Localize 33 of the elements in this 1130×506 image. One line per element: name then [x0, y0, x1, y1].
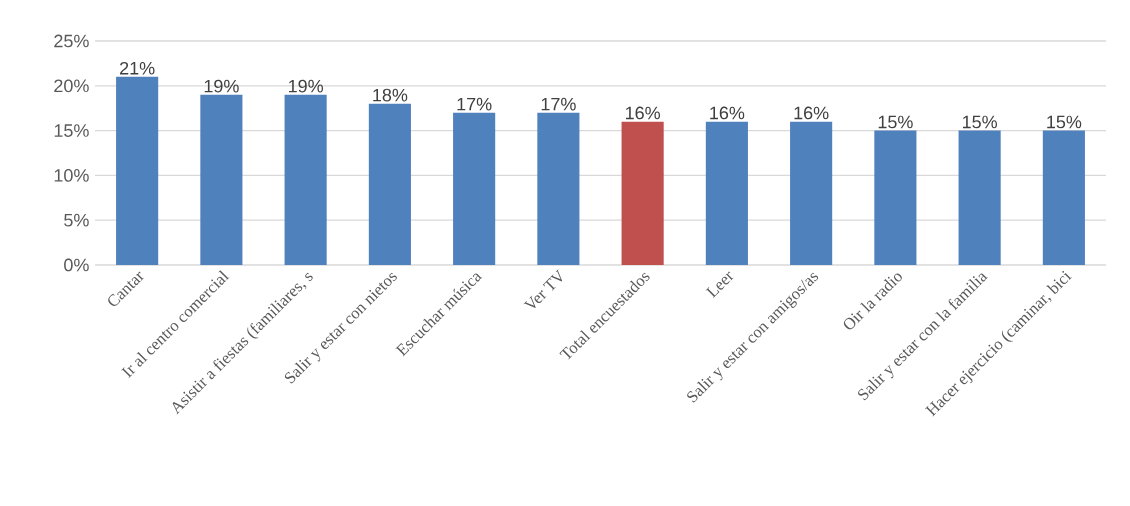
y-tick-label: 20%	[54, 79, 89, 93]
bar	[453, 112, 496, 265]
x-tick-label: Leer	[705, 271, 734, 299]
y-tick-label: 0%	[64, 258, 89, 272]
bar	[284, 94, 327, 265]
data-label: 15%	[962, 115, 997, 129]
x-tick-label: Oir la radio	[843, 273, 902, 330]
y-tick-label: 5%	[64, 213, 89, 227]
bar	[200, 94, 243, 265]
data-label: 17%	[457, 97, 492, 111]
data-label: 16%	[794, 106, 829, 120]
bar	[537, 112, 580, 265]
data-label: 15%	[878, 115, 913, 129]
data-label: 16%	[626, 106, 660, 120]
data-label: 18%	[373, 88, 408, 102]
bar	[958, 130, 1001, 265]
data-label: 19%	[289, 79, 324, 93]
data-label: 16%	[710, 106, 745, 120]
y-tick-label: 25%	[54, 34, 89, 48]
bar	[705, 121, 748, 265]
bar	[1042, 130, 1085, 265]
data-label: 21%	[120, 61, 155, 75]
y-tick-label: 15%	[54, 124, 89, 137]
data-label: 17%	[541, 97, 576, 111]
bar	[874, 130, 917, 265]
data-label: 19%	[204, 79, 239, 93]
bar	[116, 76, 159, 265]
y-tick-label: 10%	[54, 169, 89, 182]
bar	[790, 121, 833, 265]
bar	[621, 121, 664, 265]
data-label: 15%	[1047, 115, 1082, 129]
x-tick-label: Ver TV	[523, 269, 563, 308]
bar	[368, 103, 411, 265]
